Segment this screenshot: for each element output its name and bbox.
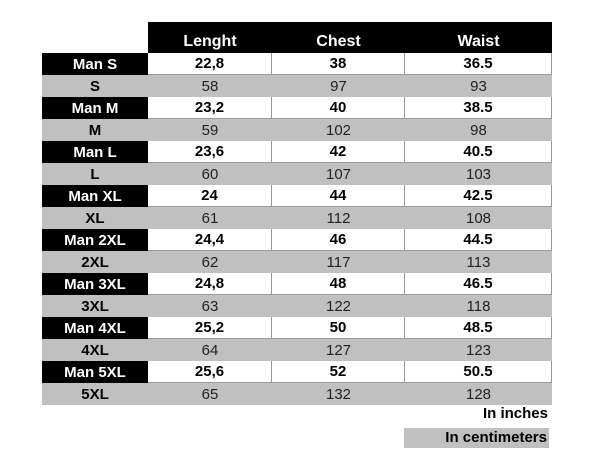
- size-label: Man 4XL: [42, 317, 148, 339]
- size-label: S: [89, 77, 100, 95]
- length-cell: 61: [201, 209, 219, 227]
- table-row-centimeters: XL 61 112 108: [42, 207, 552, 229]
- waist-cell: 93: [470, 77, 487, 95]
- table-row-inches: Man M 23,2 40 38.5: [42, 97, 552, 119]
- waist-cell: 128: [465, 385, 492, 403]
- length-cell: 25,2: [148, 317, 272, 339]
- size-label: Man 2XL: [42, 229, 148, 251]
- size-label: Man 5XL: [42, 361, 148, 383]
- chest-cell: 127: [325, 341, 352, 359]
- chest-cell: 117: [326, 253, 351, 271]
- length-cell: 25,6: [148, 361, 272, 383]
- size-label: 2XL: [81, 253, 109, 271]
- table-row-centimeters: 3XL 63 122 118: [42, 295, 552, 317]
- table-row-inches: Man 3XL 24,8 48 46.5: [42, 273, 552, 295]
- waist-cell: 42.5: [405, 185, 552, 207]
- length-cell: 22,8: [148, 53, 272, 75]
- waist-cell: 123: [465, 341, 492, 359]
- waist-cell: 98: [470, 121, 487, 139]
- size-label: XL: [85, 209, 105, 227]
- size-label: Man S: [42, 53, 148, 75]
- waist-cell: 36.5: [405, 53, 552, 75]
- table-row-centimeters: 4XL 64 127 123: [42, 339, 552, 361]
- waist-cell: 48.5: [405, 317, 552, 339]
- waist-cell: 46.5: [405, 273, 552, 295]
- size-label: L: [90, 165, 100, 183]
- size-label: Man L: [42, 141, 148, 163]
- table-row-inches: Man XL 24 44 42.5: [42, 185, 552, 207]
- table-row-centimeters: 5XL 65 132 128: [42, 383, 552, 405]
- chest-cell: 52: [272, 361, 405, 383]
- waist-cell: 38.5: [405, 97, 552, 119]
- table-row-inches: Man 4XL 25,2 50 48.5: [42, 317, 552, 339]
- header-waist: Waist: [457, 33, 500, 50]
- chest-cell: 50: [272, 317, 405, 339]
- size-label: Man 3XL: [42, 273, 148, 295]
- waist-cell: 118: [466, 297, 491, 315]
- length-cell: 62: [201, 253, 219, 271]
- length-cell: 65: [201, 385, 219, 403]
- chest-cell: 102: [325, 121, 352, 139]
- length-cell: 24,8: [148, 273, 272, 295]
- chest-cell: 97: [330, 77, 347, 95]
- size-label: M: [88, 121, 102, 139]
- waist-cell: 40.5: [405, 141, 552, 163]
- chest-cell: 112: [326, 209, 351, 227]
- chest-cell: 107: [325, 165, 352, 183]
- waist-cell: 44.5: [405, 229, 552, 251]
- table-row-centimeters: 2XL 62 117 113: [42, 251, 552, 273]
- table-row-centimeters: L 60 107 103: [42, 163, 552, 185]
- legend-centimeters: In centimeters: [404, 428, 549, 448]
- chest-cell: 44: [272, 185, 405, 207]
- length-cell: 23,6: [148, 141, 272, 163]
- chest-cell: 42: [272, 141, 405, 163]
- length-cell: 60: [201, 165, 219, 183]
- table-row-inches: Man S 22,8 38 36.5: [42, 53, 552, 75]
- waist-cell: 108: [465, 209, 492, 227]
- table-row-centimeters: M 59 102 98: [42, 119, 552, 141]
- size-label: Man M: [42, 97, 148, 119]
- table-header: Lenght Chest Waist: [148, 22, 552, 53]
- table-row-inches: Man 2XL 24,4 46 44.5: [42, 229, 552, 251]
- table-row-centimeters: S 58 97 93: [42, 75, 552, 97]
- chest-cell: 40: [272, 97, 405, 119]
- length-cell: 58: [201, 77, 219, 95]
- waist-cell: 103: [465, 165, 492, 183]
- chest-cell: 38: [272, 53, 405, 75]
- chest-cell: 132: [325, 385, 352, 403]
- table-row-inches: Man L 23,6 42 40.5: [42, 141, 552, 163]
- waist-cell: 50.5: [405, 361, 552, 383]
- length-cell: 63: [201, 297, 219, 315]
- chest-cell: 46: [272, 229, 405, 251]
- length-cell: 59: [201, 121, 219, 139]
- length-cell: 23,2: [148, 97, 272, 119]
- size-label: Man XL: [42, 185, 148, 207]
- chest-cell: 122: [325, 297, 352, 315]
- size-label: 5XL: [81, 385, 109, 403]
- legend-inches: In inches: [482, 405, 548, 422]
- size-label: 3XL: [81, 297, 109, 315]
- length-cell: 24: [148, 185, 272, 207]
- header-length: Lenght: [183, 33, 237, 50]
- chest-cell: 48: [272, 273, 405, 295]
- size-table: Man S 22,8 38 36.5 S 58 97 93 Man M 23,2 40 38.5 M 59…: [42, 53, 552, 405]
- waist-cell: 113: [466, 253, 491, 271]
- length-cell: 64: [201, 341, 219, 359]
- table-row-inches: Man 5XL 25,6 52 50.5: [42, 361, 552, 383]
- header-chest: Chest: [316, 33, 361, 50]
- length-cell: 24,4: [148, 229, 272, 251]
- size-label: 4XL: [81, 341, 109, 359]
